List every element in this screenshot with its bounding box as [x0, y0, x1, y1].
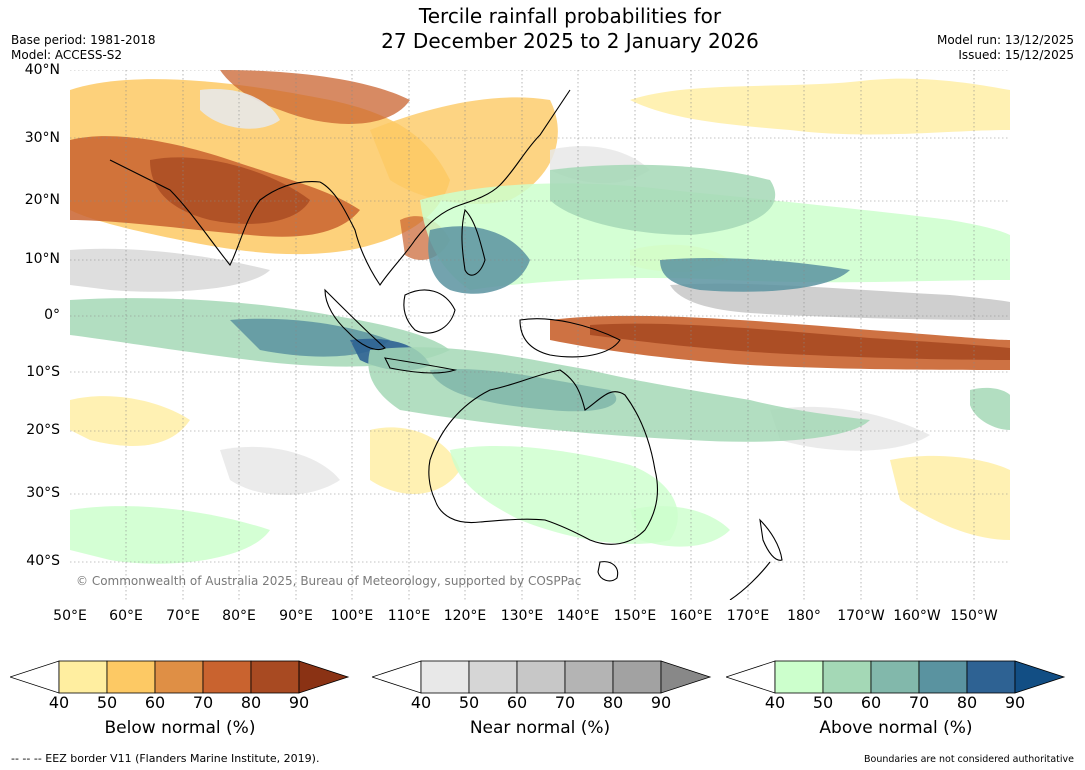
below-extend-left — [10, 660, 60, 694]
near-normal-colorbar — [372, 660, 712, 694]
below-tick-40: 40 — [48, 693, 70, 712]
above-extend-left — [726, 660, 776, 694]
coastlines — [109, 89, 783, 600]
lat-label-30s: 30°S — [26, 485, 60, 501]
lon-label-90e: 90°E — [279, 608, 313, 624]
copyright-notice: © Commonwealth of Australia 2025, Bureau… — [76, 574, 582, 588]
near-tick-70: 70 — [554, 693, 576, 712]
above-tick-70: 70 — [908, 693, 930, 712]
near-tick-40: 40 — [410, 693, 432, 712]
boundaries-disclaimer: Boundaries are not considered authoritat… — [864, 754, 1074, 765]
below-bin-3 — [154, 660, 204, 694]
eez-border-note: -- -- -- EEZ border V11 (Flanders Marine… — [11, 752, 320, 765]
below-tick-50: 50 — [96, 693, 118, 712]
below-bin-4 — [202, 660, 252, 694]
below-bin-2 — [106, 660, 156, 694]
lon-label-110e: 110°E — [387, 608, 431, 624]
near-bin-1 — [420, 660, 470, 694]
lat-label-30n: 30°N — [24, 130, 60, 146]
lon-label-50e: 50°E — [53, 608, 87, 624]
lon-label-100e: 100°E — [330, 608, 374, 624]
lat-label-10n: 10°N — [24, 251, 60, 267]
above-normal-colorbar — [726, 660, 1066, 694]
below-tick-80: 80 — [240, 693, 262, 712]
lat-label-equator: 0° — [44, 307, 60, 323]
lat-label-40n: 40°N — [24, 62, 60, 78]
nz-north-coast — [759, 518, 783, 561]
below-bin-5 — [250, 660, 300, 694]
lon-label-140e: 140°E — [556, 608, 600, 624]
title-line-2: 27 December 2025 to 2 January 2026 — [381, 29, 759, 53]
above-tick-60: 60 — [860, 693, 882, 712]
lat-label-20n: 20°N — [24, 192, 60, 208]
near-tick-80: 80 — [602, 693, 624, 712]
below-normal-regions — [70, 70, 1010, 540]
above-bin-1 — [774, 660, 824, 694]
lon-label-130e: 130°E — [500, 608, 544, 624]
below-normal-label: Below normal (%) — [104, 718, 256, 738]
lon-label-150e: 150°E — [613, 608, 657, 624]
meta-left: Base period: 1981-2018 Model: ACCESS-S2 — [11, 33, 156, 63]
near-normal-label: Near normal (%) — [469, 718, 611, 738]
above-tick-90: 90 — [1004, 693, 1026, 712]
java-coast — [384, 357, 458, 374]
lon-label-60e: 60°E — [109, 608, 143, 624]
above-extend-right — [1014, 660, 1066, 694]
lat-label-20s: 20°S — [26, 422, 60, 438]
tasmania-coast — [597, 561, 619, 582]
model-run: Model run: 13/12/2025 — [936, 33, 1074, 47]
map-title: Tercile rainfall probabilities for 27 De… — [250, 4, 890, 54]
below-tick-90: 90 — [288, 693, 310, 712]
lon-label-170w: 170°W — [837, 608, 885, 624]
lon-label-170e: 170°E — [726, 608, 770, 624]
near-tick-90: 90 — [650, 693, 672, 712]
southeast-asia-coast — [319, 89, 571, 286]
below-extend-right — [298, 660, 350, 694]
near-extend-right — [660, 660, 712, 694]
below-normal-colorbar — [10, 660, 350, 694]
lon-label-160e: 160°E — [669, 608, 713, 624]
lon-label-70e: 70°E — [166, 608, 200, 624]
borneo-coast — [403, 289, 456, 334]
issued-date: Issued: 15/12/2025 — [958, 48, 1074, 62]
below-tick-60: 60 — [144, 693, 166, 712]
india-coast — [109, 159, 321, 267]
above-bin-3 — [870, 660, 920, 694]
base-period: Base period: 1981-2018 — [11, 33, 156, 47]
map-svg — [70, 70, 1010, 600]
above-tick-50: 50 — [812, 693, 834, 712]
above-tick-80: 80 — [956, 693, 978, 712]
model-name: Model: ACCESS-S2 — [11, 48, 123, 62]
above-bin-2 — [822, 660, 872, 694]
near-bin-4 — [564, 660, 614, 694]
nz-south-coast — [729, 561, 771, 600]
below-tick-70: 70 — [192, 693, 214, 712]
lon-label-120e: 120°E — [443, 608, 487, 624]
near-tick-50: 50 — [458, 693, 480, 712]
philippines-coast — [461, 208, 486, 276]
above-tick-40: 40 — [764, 693, 786, 712]
above-normal-regions — [70, 164, 1010, 564]
lat-label-40s: 40°S — [26, 553, 60, 569]
above-bin-4 — [918, 660, 968, 694]
lon-label-80e: 80°E — [222, 608, 256, 624]
lon-label-160w: 160°W — [893, 608, 941, 624]
lon-label-150w: 150°W — [950, 608, 998, 624]
near-bin-5 — [612, 660, 662, 694]
near-bin-3 — [516, 660, 566, 694]
below-bin-1 — [58, 660, 108, 694]
above-normal-label: Above normal (%) — [819, 718, 973, 738]
meta-right: Model run: 13/12/2025 Issued: 15/12/2025 — [937, 33, 1074, 63]
new-guinea-coast — [519, 318, 621, 358]
title-line-1: Tercile rainfall probabilities for — [418, 4, 722, 28]
australia-coast — [428, 369, 659, 545]
lat-label-10s: 10°S — [26, 364, 60, 380]
lon-label-180: 180° — [787, 608, 821, 624]
sumatra-coast — [324, 288, 386, 350]
near-tick-60: 60 — [506, 693, 528, 712]
probability-map[interactable] — [70, 70, 1010, 600]
above-bin-5 — [966, 660, 1016, 694]
near-extend-left — [372, 660, 422, 694]
near-bin-2 — [468, 660, 518, 694]
